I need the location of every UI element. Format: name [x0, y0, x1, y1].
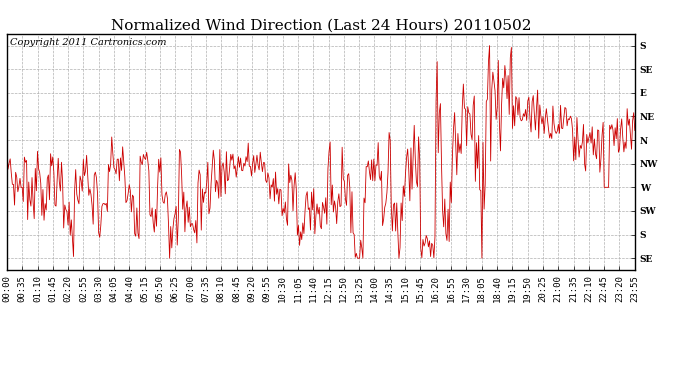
Text: Copyright 2011 Cartronics.com: Copyright 2011 Cartronics.com [10, 39, 166, 48]
Title: Normalized Wind Direction (Last 24 Hours) 20110502: Normalized Wind Direction (Last 24 Hours… [110, 19, 531, 33]
